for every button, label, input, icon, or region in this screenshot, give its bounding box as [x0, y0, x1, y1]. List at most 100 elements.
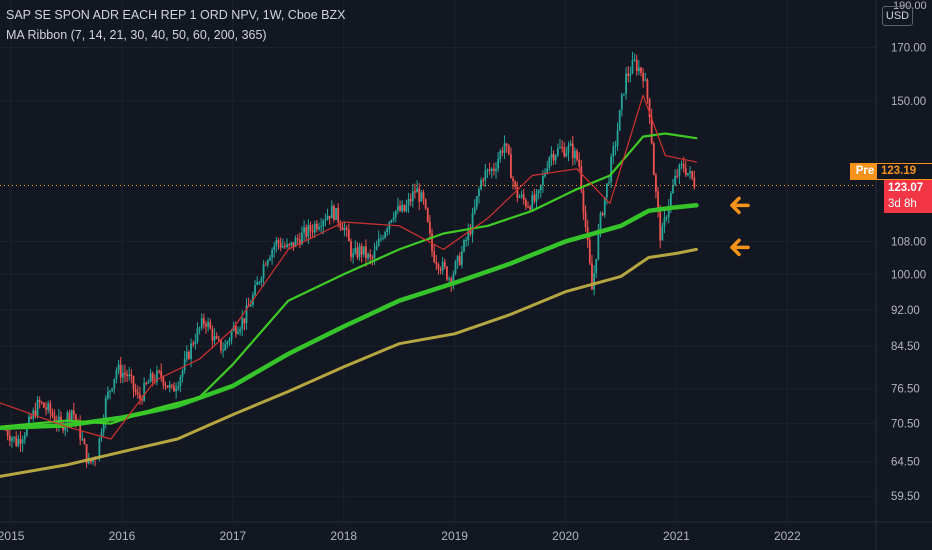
candle-body — [478, 189, 480, 197]
candle-body — [209, 322, 212, 329]
candle-body — [674, 175, 677, 186]
candle-body — [591, 263, 593, 290]
candle-body — [296, 238, 299, 240]
price-tick-label: 92.00 — [891, 305, 920, 317]
candle-body — [539, 184, 542, 191]
candle-body — [652, 143, 655, 176]
candle-body — [109, 390, 111, 392]
time-axis[interactable]: 2015 2016 2017 2018 2019 2020 2021 2022 — [0, 529, 801, 543]
candle-body — [111, 388, 114, 391]
price-axis[interactable]: 59.50 64.50 70.50 76.50 84.50 92.00 100.00 108.… — [891, 43, 926, 504]
candle-body — [552, 153, 555, 161]
candle-body — [117, 364, 120, 371]
price-tick-label: 150.00 — [891, 96, 926, 108]
candle-body — [524, 199, 527, 207]
candle-body — [11, 438, 13, 441]
candle-body — [166, 385, 169, 388]
symbol-title[interactable]: SAP SE SPON ADR EACH REP 1 ORD NPV, 1W, … — [6, 8, 346, 22]
candle-body — [422, 192, 425, 200]
candle-body — [582, 190, 585, 213]
candle-body — [646, 79, 649, 99]
candle-body — [170, 384, 173, 386]
candle-body — [672, 185, 674, 194]
candle-body — [83, 439, 86, 445]
indicator-legend[interactable]: MA Ribbon (7, 14, 21, 30, 40, 50, 60, 20… — [6, 28, 267, 42]
candle-body — [595, 258, 598, 274]
candle-body — [548, 157, 551, 169]
candle-body — [215, 336, 218, 339]
candle-body — [222, 350, 224, 352]
candle-body — [409, 198, 412, 202]
candle-body — [70, 410, 73, 421]
candle-body — [275, 240, 278, 247]
time-tick-label: 2018 — [330, 529, 357, 543]
candle-body — [160, 370, 163, 377]
candle-body — [467, 230, 470, 241]
candle-body — [441, 261, 444, 271]
candle-body — [448, 278, 450, 280]
candle-body — [43, 402, 45, 408]
candle-body — [21, 439, 24, 444]
candle-body — [542, 176, 544, 185]
candle-body — [30, 416, 33, 419]
candle-body — [147, 382, 150, 384]
candle-body — [335, 208, 337, 220]
candle-body — [426, 208, 429, 222]
candle-body — [228, 339, 231, 342]
candle-body — [290, 242, 293, 246]
candle-body — [599, 213, 602, 230]
candle-body — [301, 232, 303, 245]
candle-body — [324, 219, 327, 221]
candle-body — [563, 147, 566, 157]
candle-body — [156, 370, 158, 382]
candle-body — [350, 241, 352, 258]
candle-body — [567, 145, 570, 153]
candle-body — [200, 318, 203, 328]
candle-body — [343, 227, 346, 231]
candle-body — [202, 318, 205, 324]
candle-body — [663, 217, 666, 227]
candle-body — [680, 163, 683, 165]
candle-body — [533, 194, 536, 202]
candle-body — [164, 384, 167, 386]
last-price-tag: 123.07 — [884, 180, 932, 197]
candle-body — [277, 240, 280, 243]
candle-body — [627, 73, 630, 76]
candle-body — [475, 196, 478, 208]
candle-body — [428, 221, 431, 234]
candle-body — [648, 98, 651, 117]
candle-body — [162, 376, 165, 385]
price-tick-label: 59.50 — [891, 491, 920, 503]
candle-body — [623, 93, 625, 95]
candle-body — [124, 372, 126, 375]
candle-body — [115, 370, 118, 379]
candle-body — [220, 339, 222, 351]
candle-body — [497, 159, 500, 169]
time-tick-label: 2021 — [663, 529, 690, 543]
candle-body — [559, 147, 561, 149]
candle-body — [522, 194, 525, 200]
candle-body — [358, 245, 361, 258]
candle-body — [192, 343, 195, 345]
candle-body — [424, 199, 427, 209]
candle-body — [75, 414, 77, 421]
candle-body — [339, 222, 342, 227]
currency-selector[interactable]: USD — [874, 0, 932, 28]
candle-body — [433, 251, 436, 262]
currency-label[interactable]: USD — [882, 6, 913, 26]
candle-body — [384, 232, 387, 238]
candle-body — [49, 403, 52, 413]
candle-body — [158, 370, 160, 372]
candle-body — [25, 425, 28, 436]
candle-body — [669, 193, 672, 207]
candle-body — [659, 209, 662, 241]
pre-market-badge: Pre — [850, 163, 880, 180]
candle-body — [365, 246, 367, 259]
candle-body — [443, 261, 446, 267]
candle-body — [379, 238, 382, 240]
candle-body — [401, 204, 404, 211]
candle-body — [281, 245, 284, 248]
candle-body — [345, 227, 348, 230]
candle-body — [138, 394, 141, 399]
